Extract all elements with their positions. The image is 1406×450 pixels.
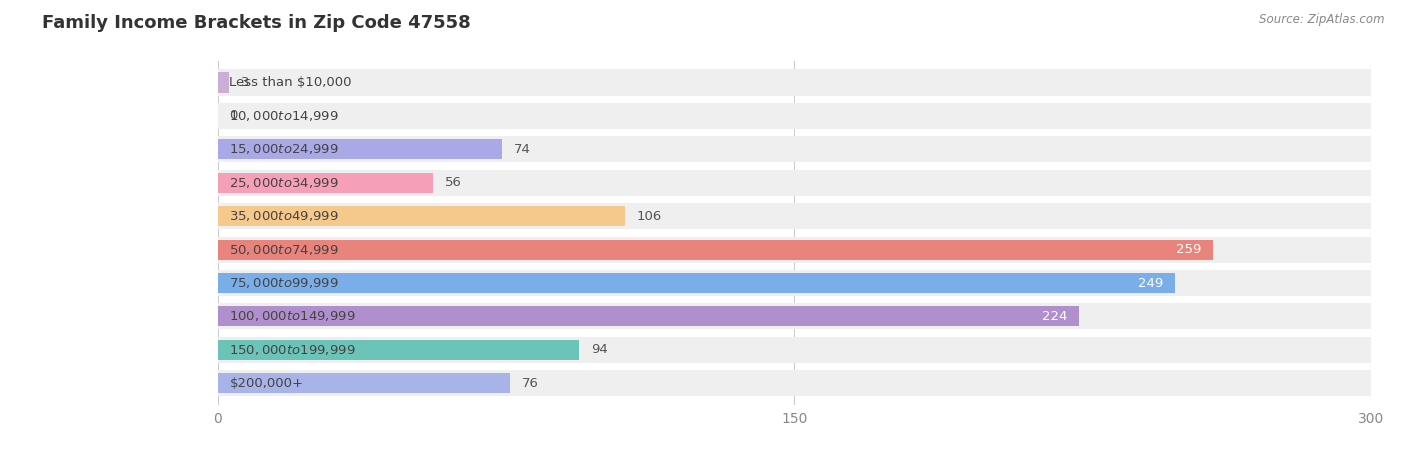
- Text: $75,000 to $99,999: $75,000 to $99,999: [229, 276, 339, 290]
- Bar: [218, 72, 229, 93]
- Bar: [218, 337, 1371, 363]
- Text: Less than $10,000: Less than $10,000: [229, 76, 352, 89]
- Text: 94: 94: [591, 343, 607, 356]
- Bar: [218, 206, 626, 226]
- Text: $10,000 to $14,999: $10,000 to $14,999: [229, 109, 339, 123]
- Text: 74: 74: [513, 143, 530, 156]
- Text: $25,000 to $34,999: $25,000 to $34,999: [229, 176, 339, 190]
- Bar: [218, 103, 1371, 129]
- Bar: [218, 140, 502, 159]
- Text: 106: 106: [637, 210, 662, 223]
- Bar: [218, 237, 1371, 263]
- Bar: [218, 203, 1371, 229]
- Bar: [218, 136, 1371, 162]
- Text: 249: 249: [1137, 276, 1163, 289]
- Text: $50,000 to $74,999: $50,000 to $74,999: [229, 243, 339, 256]
- Text: 224: 224: [1042, 310, 1067, 323]
- Bar: [218, 239, 1213, 260]
- Bar: [218, 170, 1371, 196]
- Bar: [218, 173, 433, 193]
- Text: 0: 0: [229, 109, 238, 122]
- Text: Family Income Brackets in Zip Code 47558: Family Income Brackets in Zip Code 47558: [42, 14, 471, 32]
- Bar: [218, 373, 510, 393]
- Text: $15,000 to $24,999: $15,000 to $24,999: [229, 142, 339, 156]
- Text: 3: 3: [240, 76, 249, 89]
- Text: $100,000 to $149,999: $100,000 to $149,999: [229, 310, 356, 324]
- Bar: [218, 340, 579, 360]
- Bar: [218, 273, 1175, 293]
- Bar: [218, 69, 1371, 95]
- Bar: [218, 370, 1371, 396]
- Bar: [218, 270, 1371, 296]
- Text: Source: ZipAtlas.com: Source: ZipAtlas.com: [1260, 14, 1385, 27]
- Text: $35,000 to $49,999: $35,000 to $49,999: [229, 209, 339, 223]
- Bar: [218, 303, 1371, 329]
- Text: $200,000+: $200,000+: [229, 377, 304, 390]
- Bar: [218, 306, 1078, 326]
- Text: 259: 259: [1177, 243, 1202, 256]
- Text: 76: 76: [522, 377, 538, 390]
- Text: 56: 56: [444, 176, 461, 189]
- Text: $150,000 to $199,999: $150,000 to $199,999: [229, 343, 356, 357]
